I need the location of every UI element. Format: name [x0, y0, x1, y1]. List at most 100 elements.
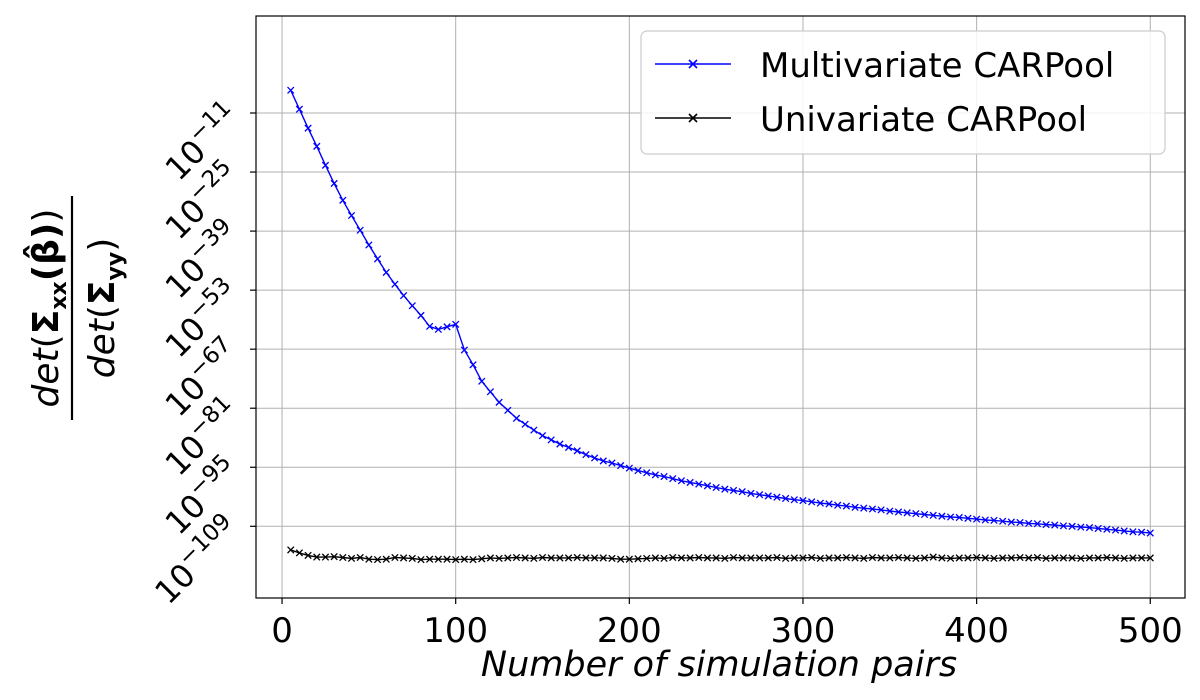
data-point [564, 554, 573, 562]
y-label-denominator-sub: yy [103, 252, 128, 281]
data-point [599, 554, 607, 562]
data-point [842, 553, 851, 562]
data-point [825, 500, 833, 508]
data-point [938, 554, 946, 562]
data-point [469, 555, 477, 564]
data-point [1120, 554, 1128, 563]
data-point [1033, 520, 1042, 528]
data-point [634, 555, 642, 563]
data-point [573, 447, 581, 455]
data-point [721, 554, 729, 563]
data-point [478, 555, 486, 563]
legend-label-multivariate: Multivariate CARPool [760, 46, 1114, 86]
data-point [981, 516, 989, 524]
data-point [556, 554, 564, 562]
data-point [990, 554, 998, 563]
data-point [391, 280, 399, 288]
data-point [1025, 554, 1033, 562]
data-point [747, 554, 755, 562]
y-label-numerator-symbol: Σ [26, 310, 67, 335]
data-point [460, 346, 469, 354]
data-point [478, 377, 486, 385]
data-point [573, 553, 581, 562]
data-point [1103, 553, 1111, 562]
data-point [1051, 521, 1059, 529]
data-point [521, 554, 529, 562]
data-point [486, 554, 495, 562]
data-point [981, 554, 989, 562]
legend: Multivariate CARPool Univariate CARPool [640, 30, 1166, 155]
legend-label-univariate: Univariate CARPool [760, 100, 1087, 140]
data-point [764, 492, 772, 500]
data-point [1085, 554, 1094, 562]
x-axis: 0 100 200 300 400 500 [271, 598, 1183, 651]
data-point [816, 554, 825, 563]
data-point [1077, 523, 1085, 531]
data-point [912, 509, 920, 518]
data-point [816, 499, 825, 507]
series-multivariate [287, 86, 1154, 537]
data-point [1129, 528, 1137, 536]
data-point [599, 457, 607, 465]
data-point [660, 554, 668, 563]
data-point [643, 469, 651, 477]
data-point [373, 555, 382, 564]
data-point [538, 431, 547, 440]
data-point [955, 513, 963, 522]
data-point [738, 554, 746, 562]
data-point [955, 554, 963, 562]
data-point [712, 483, 720, 492]
data-point [669, 553, 677, 562]
data-point [677, 477, 686, 485]
data-point [443, 555, 451, 563]
data-point [808, 553, 816, 562]
data-point [877, 554, 885, 562]
data-point [764, 554, 772, 562]
data-point [1042, 520, 1050, 529]
data-point [660, 472, 668, 481]
data-point [729, 553, 738, 562]
data-point [1111, 526, 1120, 534]
data-point [486, 388, 495, 396]
data-point [695, 553, 703, 562]
data-point [686, 478, 694, 487]
y-label-denominator: det(Σyy) [82, 238, 128, 379]
plot-frame [255, 15, 1186, 599]
data-point [1068, 554, 1076, 562]
data-point [868, 505, 877, 513]
data-point [425, 322, 434, 331]
data-point [1146, 554, 1154, 562]
data-point [773, 493, 781, 501]
data-point [669, 474, 677, 483]
data-point [356, 553, 364, 562]
data-point [834, 554, 842, 562]
data-point [634, 466, 642, 475]
data-point [313, 142, 321, 150]
data-point [1094, 554, 1102, 562]
data-point [651, 554, 660, 562]
y-axis: 10−1110−2510−3910−5310−6710−8110−9510−10… [147, 95, 256, 611]
data-point [781, 494, 790, 503]
data-point [339, 196, 347, 204]
data-point [894, 553, 903, 562]
legend-marker-univariate [688, 113, 698, 123]
data-point [946, 554, 955, 563]
data-point [1007, 518, 1016, 526]
data-point [773, 553, 781, 562]
data-point [443, 323, 451, 331]
data-point [295, 549, 304, 557]
y-axis-label: det(Σxx(β̂)) det(Σyy) [22, 196, 128, 420]
data-point [1111, 554, 1120, 562]
data-point [304, 551, 312, 560]
data-point [469, 361, 477, 369]
data-point [287, 86, 295, 94]
data-point [721, 485, 729, 493]
data-point [886, 507, 894, 515]
data-point [703, 482, 712, 490]
data-point [504, 406, 512, 414]
data-point [790, 554, 798, 562]
data-point [1137, 554, 1146, 562]
y-label-numerator-fn: det [26, 346, 67, 407]
data-point [425, 555, 434, 563]
